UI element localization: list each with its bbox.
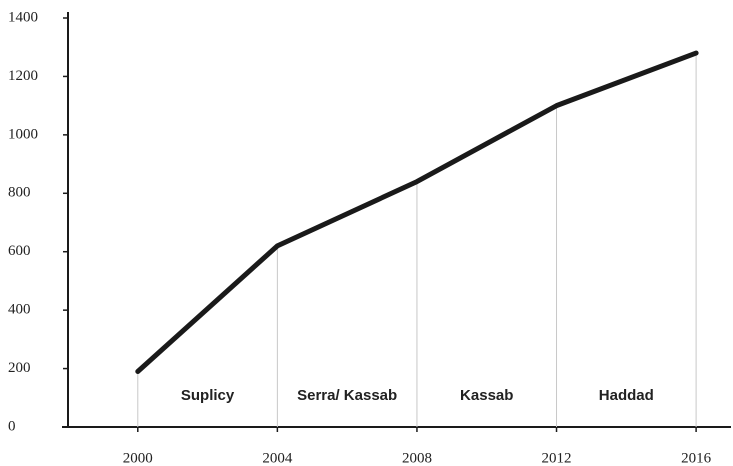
y-tick-label: 200	[8, 360, 31, 376]
x-tick-label: 2004	[262, 450, 293, 466]
y-tick-label: 400	[8, 302, 31, 318]
period-label: Suplicy	[181, 387, 235, 404]
y-tick-label: 0	[8, 418, 16, 434]
y-tick-label: 1200	[8, 68, 38, 84]
x-tick-label: 2000	[123, 450, 153, 466]
x-tick-label: 2012	[542, 450, 572, 466]
y-tick-label: 600	[8, 243, 31, 259]
series-line	[135, 50, 699, 374]
period-label: Haddad	[599, 387, 654, 404]
y-tick-label: 800	[8, 185, 31, 201]
period-label: Serra/ Kassab	[297, 387, 397, 404]
period-label: Kassab	[460, 387, 513, 404]
x-tick-label: 2016	[681, 450, 712, 466]
x-tick-label: 2008	[402, 450, 432, 466]
y-tick-label: 1000	[8, 126, 38, 142]
y-tick-label: 1400	[8, 9, 38, 25]
